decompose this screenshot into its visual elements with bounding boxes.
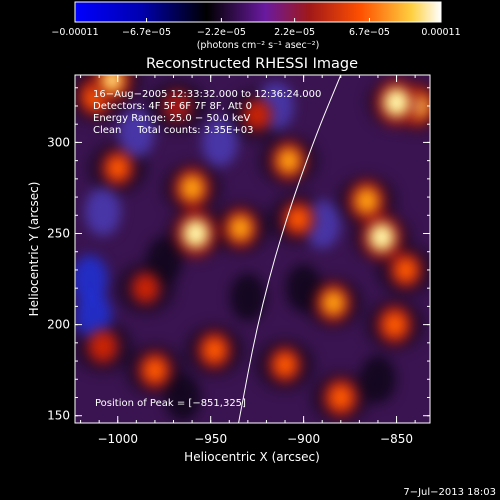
x-axis-label: Heliocentric X (arcsec): [184, 450, 320, 464]
colorbar-frame: [74, 1, 442, 23]
footer-timestamp: 7−Jul−2013 18:03: [403, 487, 496, 498]
heatmap-negative-blob: [229, 273, 266, 322]
x-tick-label: −900: [287, 432, 320, 446]
y-axis-ticks: 150 200 250 300: [47, 87, 430, 423]
chart-title: Reconstructed RHESSI Image: [146, 56, 358, 72]
heatmap-positive-core: [329, 385, 352, 410]
heatmap-peak-core: [106, 75, 119, 87]
heatmap-positive-core: [136, 278, 155, 299]
colorbar-tick-label: 0.00011: [421, 27, 460, 38]
annotation-clean-counts: Clean Total counts: 3.35E+03: [93, 125, 253, 136]
y-axis-label: Heliocentric Y (arcsec): [27, 182, 41, 317]
annotation-energy-range: Energy Range: 25.0 − 50.0 keV: [93, 113, 250, 124]
colorbar-tick-label: 2.2e−05: [274, 27, 315, 38]
y-tick-label: 300: [47, 135, 70, 149]
heatmap-positive-core: [383, 312, 406, 337]
solar-limb-curve: [238, 75, 342, 423]
colorbar: −0.00011 −6.7e−05 −2.2e−05 2.2e−05 6.7e−05 0.…: [51, 1, 461, 51]
heatmap-negative-blob: [359, 355, 396, 404]
heatmap-positive-core: [277, 148, 301, 173]
colorbar-ticks: −0.00011 −6.7e−05 −2.2e−05 2.2e−05 6.7e−05 0.…: [51, 18, 461, 38]
heatmap-positive-core: [107, 156, 129, 180]
info-annotations: 16−Aug−2005 12:33:32.000 to 12:36:24.000…: [93, 89, 321, 136]
heatmap-negative-blob: [118, 109, 155, 158]
heatmap-positive-core: [229, 215, 252, 241]
annotation-detectors: Detectors: 4F 5F 6F 7F 8F, Att 0: [93, 101, 252, 112]
colorbar-tick-label: −0.00011: [51, 27, 98, 38]
heatmap-negative-blob: [164, 373, 201, 422]
heatmap-positive-core: [144, 358, 166, 382]
colorbar-gradient: [75, 2, 441, 22]
x-tick-label: −850: [380, 432, 413, 446]
heatmap-positive-core: [274, 353, 296, 376]
colorbar-units: (photons cm⁻² s⁻¹ asec⁻²): [197, 40, 320, 51]
heatmap-positive-core: [321, 290, 345, 316]
y-tick-label: 250: [47, 227, 70, 241]
heatmap-positive-core: [203, 338, 226, 362]
heatmap-negative-blob: [285, 264, 322, 313]
x-tick-label: −1000: [97, 432, 138, 446]
heatmap-positive-core: [355, 187, 379, 214]
annotation-time-range: 16−Aug−2005 12:33:32.000 to 12:36:24.000: [93, 89, 321, 100]
heatmap-negative-blob: [75, 291, 112, 340]
heatmap-negative-blob: [84, 187, 121, 236]
heatmap-peak-core: [189, 226, 203, 241]
heatmap-image: [75, 75, 430, 423]
heatmap-negative-blob: [146, 236, 183, 285]
plot-area: [75, 75, 430, 423]
heatmap-negative-blob: [201, 118, 238, 167]
heatmap-positive-core: [180, 175, 204, 201]
y-tick-label: 150: [47, 409, 70, 423]
heatmap-positive-core: [247, 105, 267, 126]
heatmap-negative-blob: [75, 255, 108, 304]
peak-position-label: Position of Peak = [−851,325]: [95, 398, 246, 409]
x-tick-label: −950: [194, 432, 227, 446]
heatmap-positive-core: [287, 207, 309, 231]
colorbar-tick-label: 6.7e−05: [349, 27, 390, 38]
y-tick-label: 200: [47, 318, 70, 332]
plot-frame: [74, 74, 431, 424]
heatmap-peak-core: [375, 230, 389, 245]
heatmap-peak-core: [389, 95, 404, 110]
heatmap-positive-core: [92, 335, 113, 358]
colorbar-tick-label: −2.2e−05: [197, 27, 246, 38]
heatmap-positive-core: [395, 258, 417, 282]
heatmap-positive-core: [168, 96, 187, 116]
x-axis-ticks: −1000 −950 −900 −850: [80, 75, 416, 446]
colorbar-tick-label: −6.7e−05: [122, 27, 171, 38]
